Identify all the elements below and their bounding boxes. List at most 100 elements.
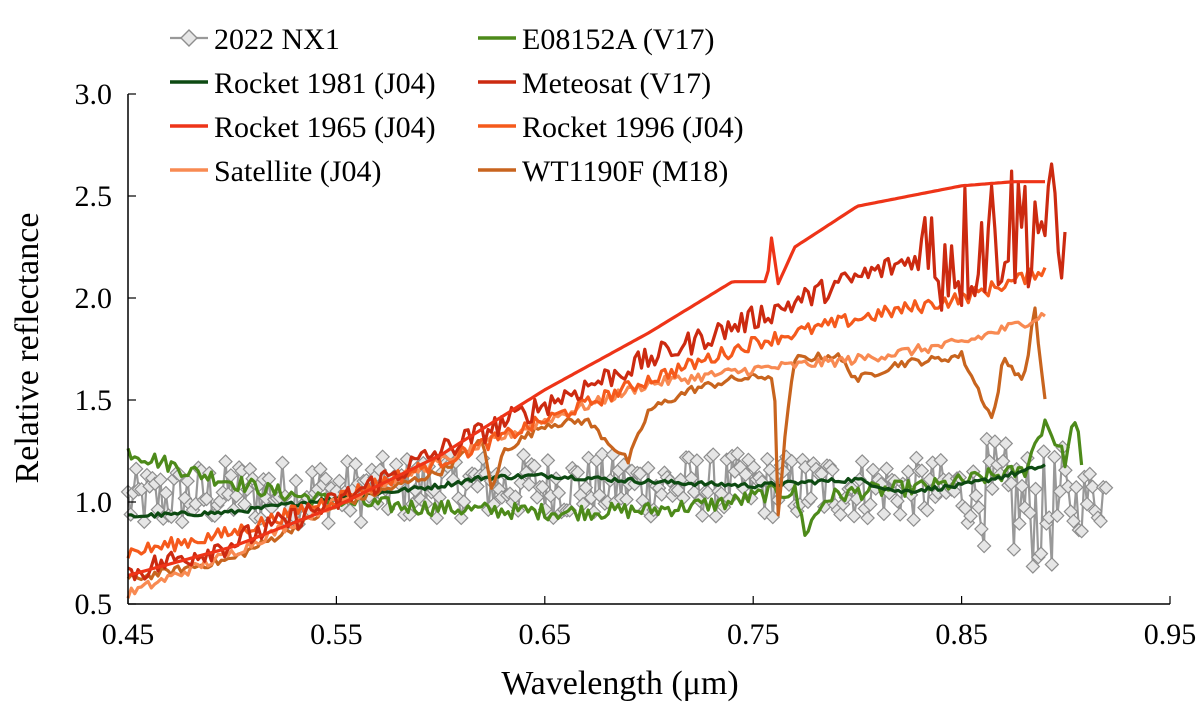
- x-axis-label: Wavelength (μm): [501, 665, 738, 702]
- data-point: [150, 502, 166, 518]
- data-point: [1011, 516, 1027, 531]
- data-point: [353, 514, 369, 530]
- series-rocket-1965-j04: [127, 180, 1045, 577]
- x-tick-label: 0.65: [519, 618, 572, 651]
- series-line: [126, 418, 1084, 537]
- legend-label: Rocket 1996 (J04): [522, 111, 744, 144]
- series-line: [127, 463, 1046, 519]
- data-point: [1022, 505, 1038, 521]
- data-point: [581, 450, 596, 466]
- data-point: [640, 460, 656, 476]
- data-point: [402, 507, 418, 522]
- data-point: [594, 446, 610, 462]
- data-point: [199, 491, 214, 507]
- data-point: [1079, 496, 1095, 512]
- legend-item: Satellite (J04): [170, 155, 381, 188]
- axes-layer: [127, 94, 1170, 605]
- series-rocket-1996-j04: [126, 266, 1047, 559]
- data-point: [1006, 542, 1022, 557]
- data-point: [551, 485, 567, 501]
- legend-label: Rocket 1981 (J04): [214, 67, 436, 100]
- data-point: [833, 507, 848, 522]
- ticks-layer: 0.45 0.55 0.65 0.75 0.85 0.95 0.5 1.0 1.5 2.0 2.5 3…: [75, 78, 1197, 651]
- data-point: [1033, 546, 1049, 562]
- data-point: [1085, 479, 1100, 495]
- legend-label: 2022 NX1: [214, 23, 340, 56]
- series-line: [126, 266, 1047, 559]
- data-point: [375, 449, 391, 465]
- legend-marker: [180, 29, 198, 47]
- data-point: [535, 479, 550, 495]
- data-point: [288, 473, 304, 489]
- data-point: [331, 473, 347, 489]
- data-point: [730, 446, 745, 461]
- data-point: [860, 510, 875, 526]
- data-point: [1049, 508, 1065, 524]
- y-tick-label: 1.5: [75, 384, 113, 417]
- data-point: [1098, 480, 1114, 496]
- data-point: [825, 462, 840, 478]
- data-point: [521, 477, 537, 492]
- data-point: [803, 490, 819, 506]
- legend: 2022 NX1 E08152A (V17) Rocket 1981 (J04) Me…: [170, 23, 744, 188]
- y-tick-label: 3.0: [75, 78, 113, 111]
- data-point: [1093, 513, 1108, 529]
- data-point: [919, 502, 935, 518]
- data-point: [976, 538, 992, 554]
- data-point: [876, 506, 892, 522]
- data-point: [1028, 481, 1043, 497]
- data-point: [318, 471, 334, 487]
- legend-item: WT1190F (M18): [478, 155, 728, 188]
- series-layer: [120, 162, 1114, 599]
- series-rocket-1981-j04: [127, 463, 1046, 519]
- data-point: [218, 454, 233, 469]
- series-wt1190f-m18: [126, 306, 1047, 582]
- y-axis-label: Relative reflectance: [9, 213, 46, 484]
- legend-label: Rocket 1965 (J04): [214, 111, 436, 144]
- legend-item: Rocket 1965 (J04): [170, 111, 436, 144]
- data-point: [879, 461, 894, 477]
- data-point: [1074, 523, 1089, 539]
- series-line: [127, 180, 1045, 577]
- legend-item: Rocket 1981 (J04): [170, 67, 436, 100]
- data-point: [313, 461, 328, 477]
- data-point: [578, 480, 594, 495]
- data-point: [1014, 478, 1030, 494]
- data-point: [906, 512, 922, 528]
- x-tick-label: 0.95: [1144, 618, 1197, 651]
- series-meteosat-v17: [127, 162, 1067, 582]
- data-point: [1068, 479, 1084, 495]
- data-point: [136, 514, 152, 530]
- y-tick-label: 1.0: [75, 486, 113, 519]
- data-point: [686, 484, 702, 500]
- data-point: [529, 490, 545, 505]
- data-point: [527, 458, 542, 474]
- data-point: [705, 447, 721, 462]
- data-point: [708, 508, 724, 524]
- legend-item: 2022 NX1: [170, 23, 340, 56]
- data-point: [892, 507, 908, 522]
- data-point: [516, 447, 531, 463]
- data-point: [180, 473, 195, 489]
- data-point: [862, 497, 878, 512]
- data-point: [933, 452, 949, 468]
- data-point: [1003, 475, 1019, 491]
- data-point: [971, 499, 987, 515]
- data-point: [746, 459, 762, 475]
- data-point: [854, 454, 870, 469]
- data-point: [342, 503, 358, 518]
- data-point: [340, 454, 355, 469]
- data-point: [865, 462, 881, 478]
- data-point: [995, 453, 1011, 469]
- legend-label: Satellite (J04): [214, 155, 381, 188]
- data-point: [158, 485, 174, 501]
- data-point: [348, 456, 363, 472]
- legend-label: E08152A (V17): [522, 23, 714, 56]
- y-tick-label: 2.0: [75, 282, 113, 315]
- data-point: [700, 484, 716, 500]
- legend-item: Meteosat (V17): [478, 67, 711, 100]
- data-point: [900, 464, 916, 480]
- x-tick-label: 0.45: [102, 618, 155, 651]
- data-point: [689, 453, 705, 468]
